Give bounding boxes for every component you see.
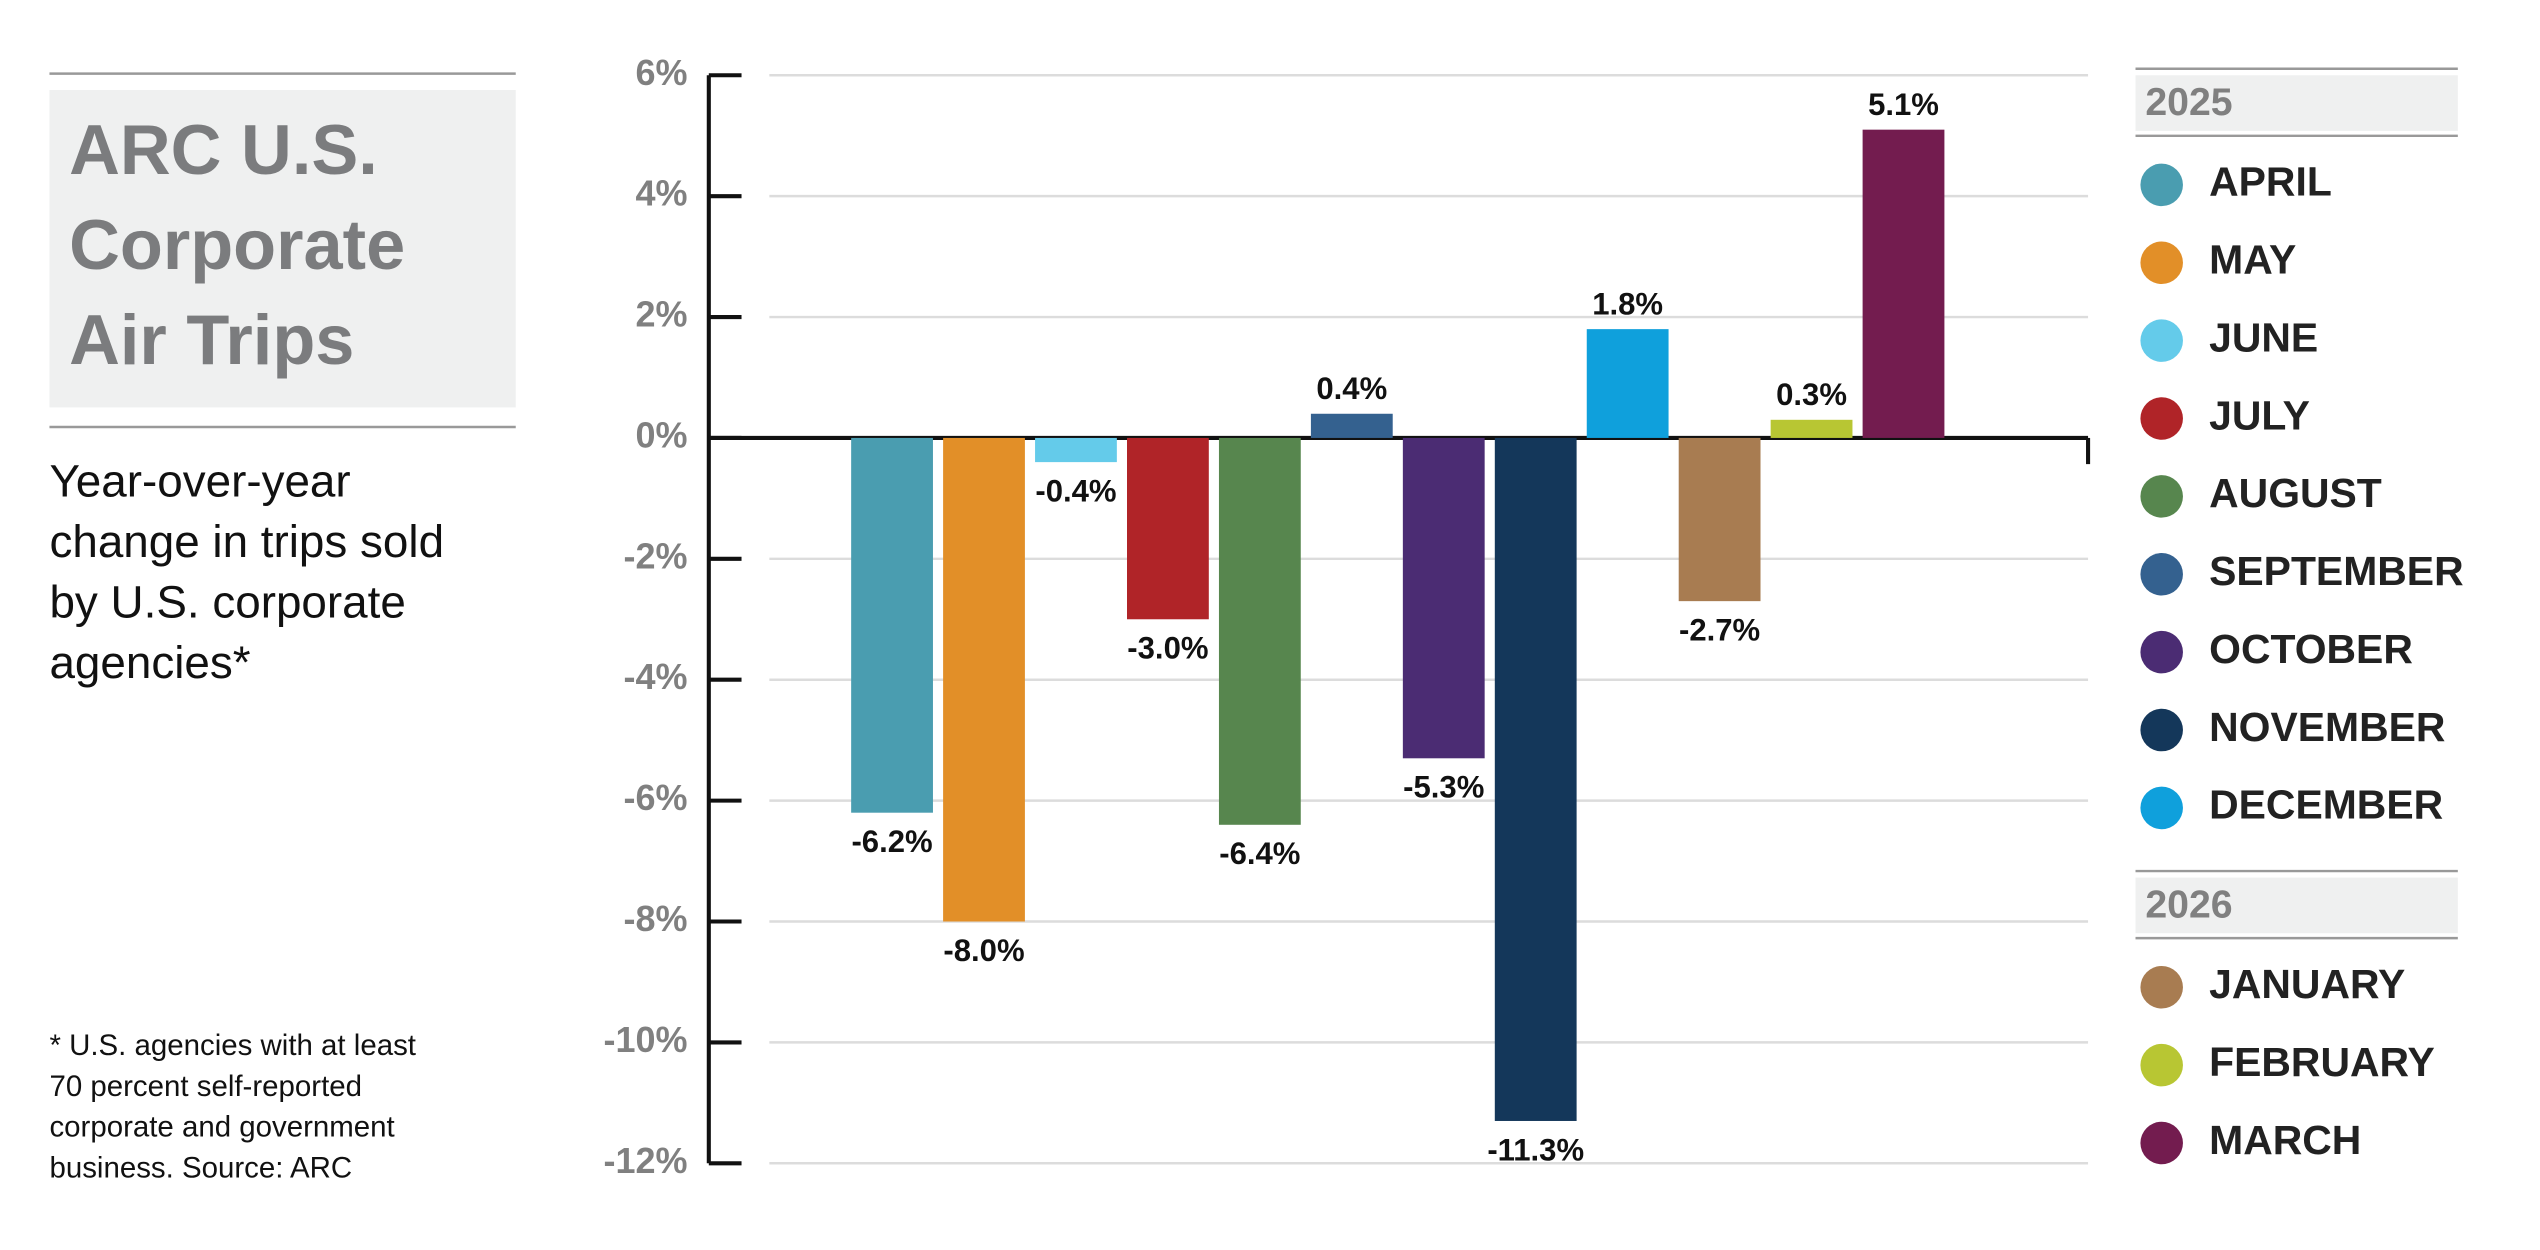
y-tick-label: 2%: [636, 294, 688, 335]
legend-swatch: [2140, 553, 2183, 596]
y-tick-label: 6%: [636, 52, 688, 93]
data-label: -6.4%: [1219, 836, 1300, 871]
bar: [1586, 329, 1669, 438]
legend-label: AUGUST: [2209, 470, 2382, 516]
bar: [943, 437, 1025, 922]
y-tick-label: -2%: [624, 535, 688, 576]
legend-swatch: [2140, 786, 2183, 830]
legend-swatch: [2140, 319, 2183, 362]
chart-title: Air Trips: [69, 300, 354, 379]
bar: [851, 437, 933, 813]
legend-swatch: [2140, 475, 2183, 518]
y-tick-label: 4%: [636, 173, 688, 214]
legend-label: FEBRUARY: [2209, 1039, 2435, 1085]
bar: [1310, 413, 1393, 438]
y-tick-label: -10%: [604, 1019, 688, 1060]
footnote: * U.S. agencies with at least: [49, 1029, 416, 1062]
bar: [1494, 437, 1577, 1121]
legend-label: SEPTEMBER: [2209, 548, 2463, 594]
chart-title: Corporate: [69, 205, 405, 284]
y-tick-label: -12%: [604, 1140, 688, 1181]
legend-header: 2026: [2145, 882, 2232, 926]
data-label: -3.0%: [1127, 631, 1208, 666]
bar: [1127, 437, 1209, 620]
legend-swatch: [2140, 1043, 2183, 1087]
legend-label: JULY: [2209, 392, 2310, 438]
legend-swatch: [2140, 241, 2183, 285]
title-box: [49, 89, 516, 408]
data-label: -6.2%: [851, 824, 932, 859]
subtitle: by U.S. corporate: [49, 576, 405, 627]
subtitle: agencies*: [49, 637, 250, 688]
legend-label: MAY: [2209, 237, 2296, 283]
data-label: -0.4%: [1035, 473, 1116, 508]
legend-header: 2025: [2145, 80, 2232, 124]
data-label: -5.3%: [1403, 770, 1484, 805]
legend-label: JUNE: [2209, 314, 2318, 360]
chart-title: ARC U.S.: [69, 110, 378, 189]
footnote: 70 percent self-reported: [49, 1070, 362, 1103]
footnote: corporate and government: [49, 1111, 394, 1144]
y-tick-label: -8%: [624, 898, 688, 939]
legend-swatch: [2140, 630, 2183, 674]
y-tick-label: -6%: [624, 777, 688, 818]
data-label: 0.4%: [1316, 371, 1387, 406]
data-label: 1.8%: [1592, 286, 1663, 321]
data-label: -11.3%: [1487, 1132, 1584, 1167]
legend-label: MARCH: [2209, 1117, 2361, 1163]
legend-header-box: [2135, 75, 2458, 131]
legend-swatch: [2140, 965, 2183, 1009]
bar: [1035, 437, 1117, 463]
data-label: -2.7%: [1679, 612, 1760, 647]
legend-label: NOVEMBER: [2209, 704, 2445, 750]
data-label: 0.3%: [1776, 377, 1847, 412]
data-label: -8.0%: [943, 933, 1024, 968]
legend-swatch: [2140, 708, 2183, 752]
y-tick-label: 0%: [636, 414, 688, 455]
subtitle: Year-over-year: [49, 455, 350, 506]
bar: [1770, 419, 1853, 438]
legend-swatch: [2140, 163, 2183, 207]
legend-label: APRIL: [2209, 159, 2332, 205]
bar: [1402, 437, 1485, 759]
subtitle: change in trips sold: [49, 516, 444, 567]
legend-label: DECEMBER: [2209, 782, 2443, 828]
legend-label: OCTOBER: [2209, 626, 2413, 672]
legend-header-box: [2135, 877, 2458, 934]
bar: [1678, 437, 1761, 602]
footnote: business. Source: ARC: [49, 1152, 352, 1185]
legend-label: JANUARY: [2209, 961, 2405, 1007]
y-tick-label: -4%: [624, 656, 688, 697]
bar: [1862, 129, 1945, 438]
legend-swatch: [2140, 1121, 2183, 1165]
bar: [1218, 437, 1301, 825]
legend-swatch: [2140, 397, 2183, 440]
data-label: 5.1%: [1868, 87, 1939, 122]
